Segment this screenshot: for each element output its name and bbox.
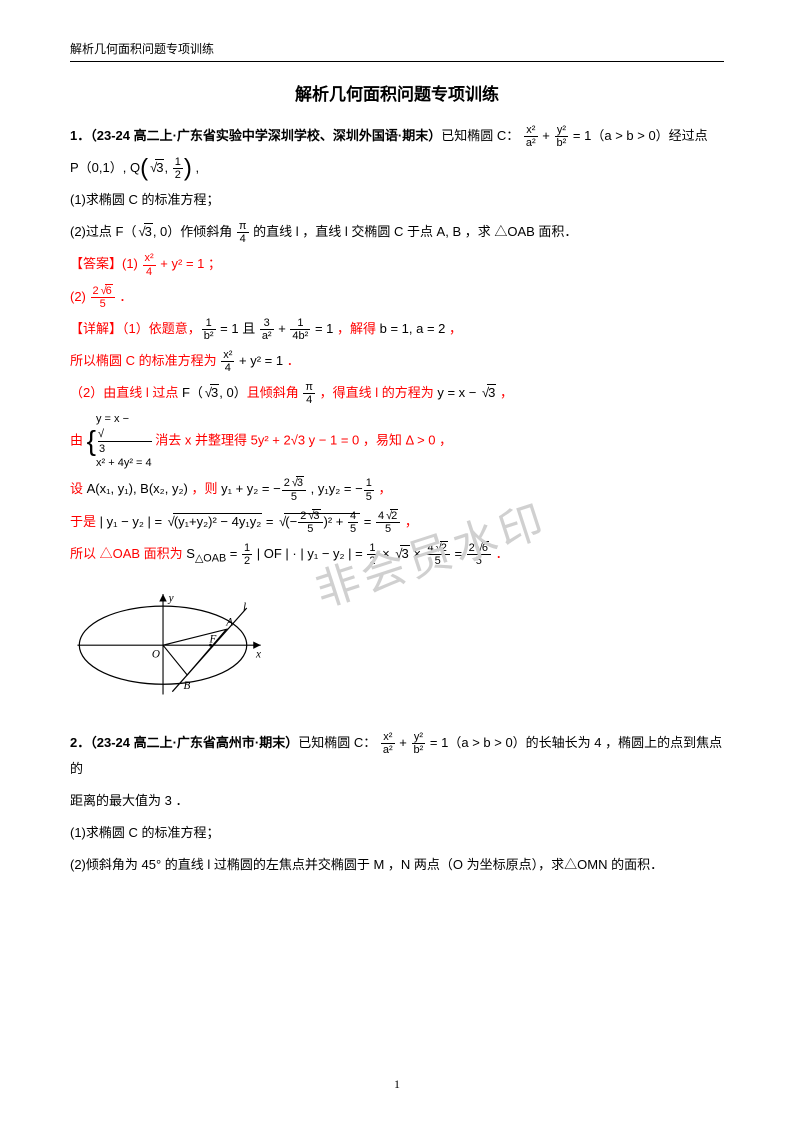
q2-number: 2．	[70, 735, 90, 750]
q1-stem-b: = 1（a > b > 0）经过点	[573, 128, 708, 143]
q2-stem: 2．（23-24 高二上·广东省高州市·期末）已知椭圆 C： x²a² + y²…	[70, 730, 724, 782]
q1-part1: (1)求椭圆 C 的标准方程；	[70, 187, 724, 213]
q2-source: （23-24 高二上·广东省高州市·期末）	[90, 735, 298, 750]
page-number: 1	[0, 1077, 794, 1092]
q1-detail-2a: （2）由直线 l 过点 F（3, 0）且倾斜角 π4 ，得直线 l 的方程为 y…	[70, 380, 724, 406]
svg-text:B: B	[183, 680, 190, 692]
q2-part2: (2)倾斜角为 45° 的直线 l 过椭圆的左焦点并交椭圆于 M ，N 两点（O…	[70, 852, 724, 878]
q1-detail-1b: 所以椭圆 C 的标准方程为 x²4 + y² = 1 ．	[70, 348, 724, 374]
ellipse-diagram: O x y A B F l	[70, 580, 270, 715]
q1-answer-2: (2) 265 ．	[70, 284, 724, 310]
q2-part1: (1)求椭圆 C 的标准方程；	[70, 820, 724, 846]
q2-stem-c: 距离的最大值为 3 ．	[70, 788, 724, 814]
q1-detail-2c: 设 A(x₁, y₁), B(x₂, y₂) ，则 y₁ + y₂ = −235…	[70, 476, 724, 502]
frac-x2a2-2: x²a²	[381, 731, 395, 756]
svg-text:l: l	[243, 602, 246, 614]
page-header: 解析几何面积问题专项训练	[70, 40, 724, 62]
svg-text:x: x	[255, 648, 261, 660]
q1-points: P（0,1）, Q(3, 12) ,	[70, 155, 724, 181]
q2-stem-a: 已知椭圆 C：	[298, 735, 376, 750]
svg-text:O: O	[152, 648, 160, 660]
q1-stem-a: 已知椭圆 C：	[441, 128, 519, 143]
q1-detail-2e: 所以 △OAB 面积为 S△OAB = 12 | OF | · | y₁ − y…	[70, 541, 724, 570]
frac-y2b2: y²b²	[555, 124, 569, 149]
svg-text:A: A	[225, 617, 233, 629]
page-title: 解析几何面积问题专项训练	[70, 80, 724, 105]
q1-stem: 1．（23-24 高二上·广东省实验中学深圳学校、深圳外国语·期末）已知椭圆 C…	[70, 123, 724, 149]
q1-answer-1: 【答案】(1) x²4 + y² = 1 ；	[70, 251, 724, 277]
q1-p: P（0,1）, Q	[70, 160, 140, 175]
q1-source: （23-24 高二上·广东省实验中学深圳学校、深圳外国语·期末）	[90, 128, 441, 143]
page: 解析几何面积问题专项训练 解析几何面积问题专项训练 1．（23-24 高二上·广…	[0, 0, 794, 1122]
frac-y2b2-2: y²b²	[412, 731, 426, 756]
q1-detail-2d: 于是 | y₁ − y₂ | = (y₁+y₂)² − 4y₁y₂ = (−23…	[70, 509, 724, 535]
q1-detail-1: 【详解】（1）依题意，1b² = 1 且 3a² + 14b² = 1 ，解得 …	[70, 316, 724, 342]
frac-x2a2: x²a²	[524, 124, 538, 149]
q1-number: 1．	[70, 128, 90, 143]
svg-text:y: y	[168, 592, 174, 604]
q1-part2: (2)过点 F（3, 0）作倾斜角 π4 的直线 l ，直线 l 交椭圆 C 于…	[70, 219, 724, 245]
svg-text:F: F	[209, 633, 217, 645]
q1-detail-2b: 由 {y = x − 3x² + 4y² = 4 消去 x 并整理得 5y² +…	[70, 412, 724, 470]
